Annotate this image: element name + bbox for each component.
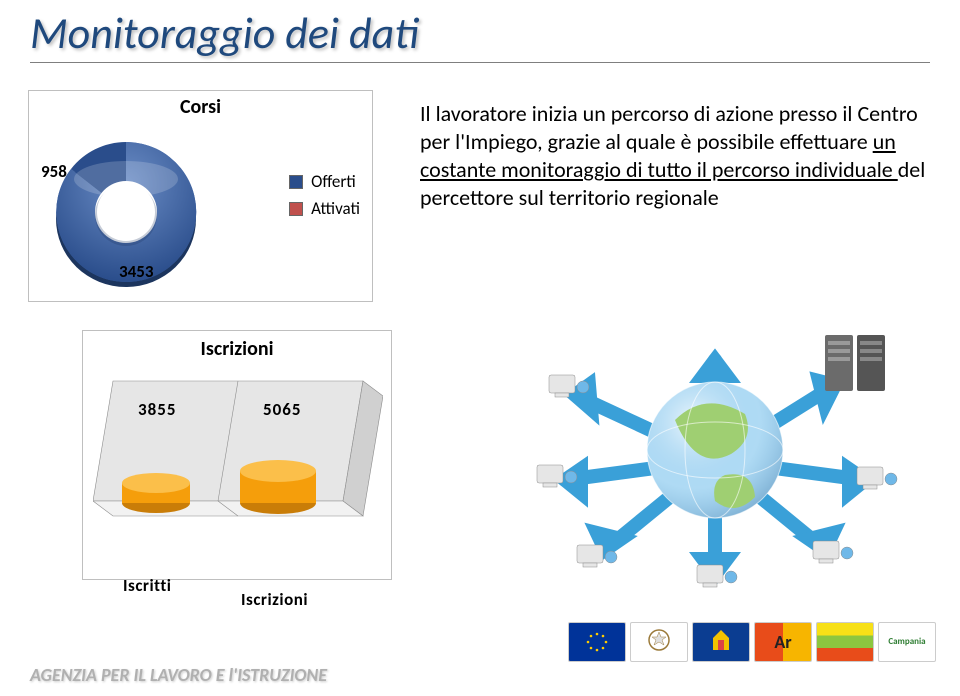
regione-icon [699, 626, 743, 658]
bar-value-iscrizioni: 5065 [263, 399, 301, 420]
title-wrap: Monitoraggio dei dati [30, 6, 419, 60]
donut-title: Corsi [29, 95, 372, 119]
network-graphic [525, 325, 905, 595]
bar-value-iscritti: 3855 [138, 399, 176, 420]
logo-arlas: Ar [754, 622, 812, 662]
logo-regione [692, 622, 750, 662]
italy-emblem-icon [637, 626, 681, 658]
bar-chart: Iscrizioni 3855 5065 Iscritti Iscrizioni [82, 330, 392, 580]
donut-chart: Corsi 958 3453 [28, 90, 373, 302]
axis-label-iscritti: Iscritti [123, 575, 171, 596]
bar-svg [93, 371, 383, 531]
slide: Monitoraggio dei dati Corsi [0, 0, 960, 696]
legend-item-attivati: Attivati [289, 198, 360, 219]
legend-swatch-icon [289, 202, 303, 216]
bar-title: Iscrizioni [83, 337, 391, 361]
title-underline [30, 62, 930, 63]
body-paragraph: Il lavoratore inizia un percorso di azio… [420, 100, 930, 213]
network-svg [525, 325, 905, 595]
logo-arlas-text: Ar [774, 633, 791, 652]
logo-campania-text: Campania [888, 637, 925, 646]
page-title: Monitoraggio dei dati [30, 6, 419, 60]
legend-swatch-icon [289, 175, 303, 189]
logo-campania: Campania [878, 622, 936, 662]
logo-fse [816, 622, 874, 662]
logo-italia [630, 622, 688, 662]
body-text-part1: Il lavoratore inizia un percorso di azio… [420, 100, 918, 155]
legend-label: Attivati [311, 198, 360, 219]
donut-legend: Offerti Attivati [289, 171, 360, 225]
donut-value-offerti: 958 [41, 161, 67, 182]
eu-flag-icon [577, 628, 617, 656]
donut-value-attivati: 3453 [119, 261, 153, 282]
legend-item-offerti: Offerti [289, 171, 360, 192]
legend-label: Offerti [311, 171, 356, 192]
axis-label-iscrizioni: Iscrizioni [241, 589, 308, 610]
agency-footer-text: AGENZIA PER IL LAVORO E l'ISTRUZIONE [30, 664, 327, 686]
logo-eu [568, 622, 626, 662]
footer-logos: Ar Campania [568, 622, 936, 662]
